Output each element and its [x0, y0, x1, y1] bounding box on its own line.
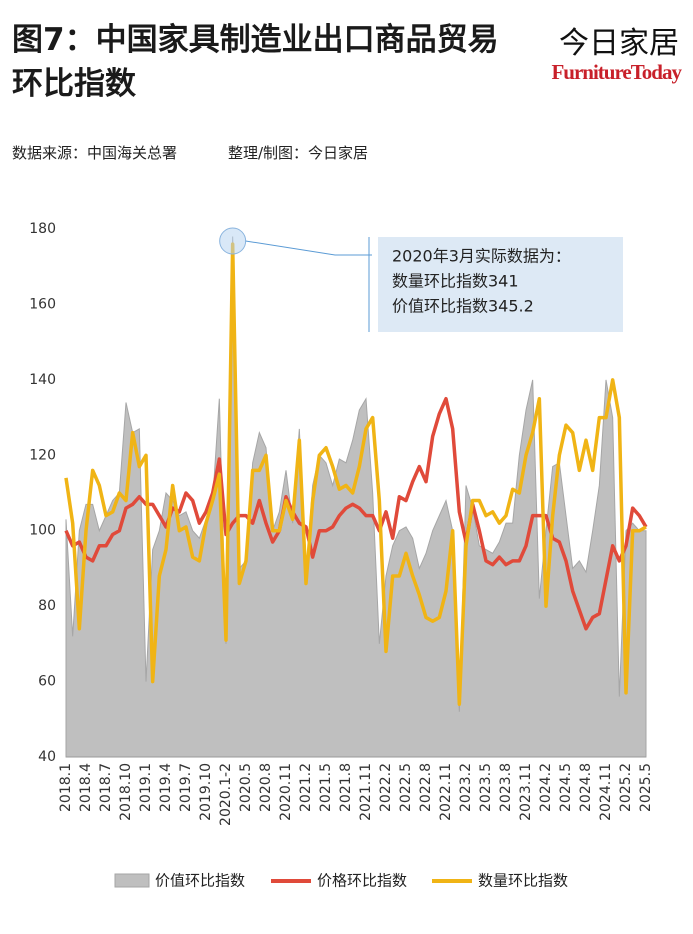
title: 图7：中国家具制造业出口商品贸易环比指数 [12, 22, 499, 102]
legend-label: 数量环比指数 [478, 872, 568, 890]
x-tick-label: 2024.8 [578, 763, 594, 812]
line [64, 242, 647, 706]
x-tick-label: 2018.7 [98, 763, 114, 812]
logo-en: FurnitureToday [551, 60, 682, 84]
y-tick-label: 120 [29, 447, 56, 463]
x-tick-label: 2024.2 [538, 763, 554, 812]
y-tick-label: 140 [29, 372, 56, 388]
logo-cn: 今日家居 [559, 26, 679, 61]
y-tick-label: 80 [38, 598, 56, 614]
highlight [219, 227, 247, 255]
x-tick-label: 2019.4 [158, 763, 174, 812]
x-tick-label: 2020.8 [258, 763, 274, 812]
x-tick-label: 2022.11 [438, 763, 454, 821]
x-tick-label: 2019.10 [198, 763, 214, 821]
annotation-box [378, 237, 623, 332]
annotation-text: 价值环比指数345.2 [392, 297, 534, 316]
legend-label: 价格环比指数 [317, 872, 407, 890]
x-tick-label: 2023.8 [498, 763, 514, 812]
source: 数据来源：中国海关总署 [12, 144, 178, 162]
x-tick-label: 2019.1 [138, 763, 154, 812]
x-tick-label: 2018.4 [78, 763, 94, 812]
x-tick-label: 2023.2 [458, 763, 474, 812]
x-tick-label: 2023.11 [518, 763, 534, 821]
x-tick-label: 2022.5 [398, 763, 414, 812]
x-tick-label: 2020.5 [238, 763, 254, 812]
y-tick-label: 160 [29, 296, 56, 312]
y-tick-label: 100 [29, 523, 56, 539]
x-tick-label: 2025.2 [618, 763, 634, 812]
credit: 整理/制图：今日家居 [228, 144, 369, 162]
x-tick-label: 2024.11 [598, 763, 614, 821]
x-tick-label: 2023.5 [478, 763, 494, 812]
y-tick-label: 180 [29, 221, 56, 237]
x-tick-label: 2021.8 [338, 763, 354, 812]
x-tick-label: 2018.10 [118, 763, 134, 821]
x-tick-label: 2024.5 [558, 763, 574, 812]
leader [245, 240, 372, 256]
annotation-text: 2020年3月实际数据为： [392, 247, 571, 266]
x-tick-label: 2025.5 [638, 763, 654, 812]
x-tick-label: 2021.11 [358, 763, 374, 821]
y-tick-label: 60 [38, 674, 56, 690]
legend-swatch [114, 873, 150, 888]
x-tick-label: 2022.2 [378, 763, 394, 812]
x-tick-label: 2022.8 [418, 763, 434, 812]
legend-label: 价值环比指数 [155, 872, 245, 890]
x-tick-label: 2021.2 [298, 763, 314, 812]
x-tick-label: 2018.1 [58, 763, 74, 812]
x-tick-label: 2020.1-2 [218, 763, 234, 826]
x-tick-label: 2020.11 [278, 763, 294, 821]
annotation-text: 数量环比指数341 [392, 272, 519, 291]
x-tick-label: 2019.7 [178, 763, 194, 812]
y-tick-label: 40 [38, 749, 56, 765]
line [64, 396, 648, 631]
x-tick-label: 2021.5 [318, 763, 334, 812]
